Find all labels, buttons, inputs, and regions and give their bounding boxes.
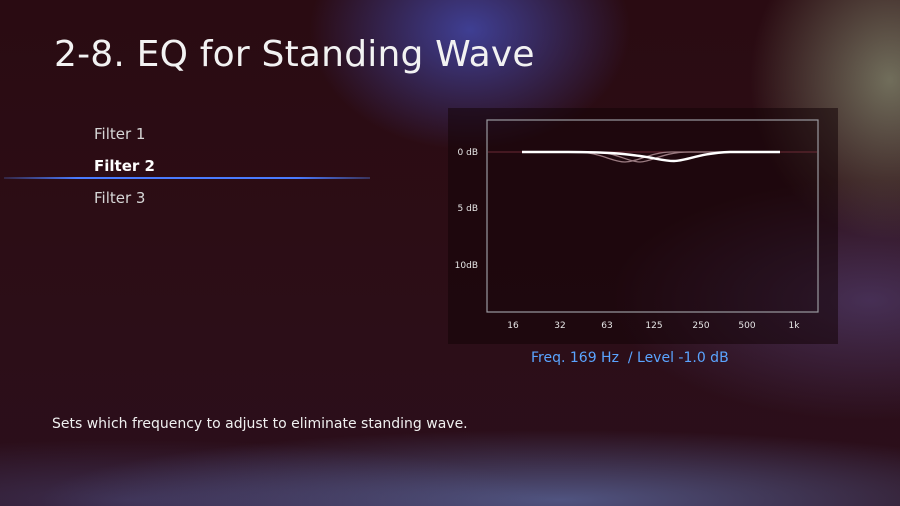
- y-tick-label: 0 dB: [458, 148, 478, 158]
- menu-item-filter-3[interactable]: Filter 3: [0, 182, 380, 214]
- freq-readout: Freq. 169 Hz: [531, 350, 619, 366]
- page-title: 2-8. EQ for Standing Wave: [54, 34, 535, 75]
- graph-frame: [486, 119, 819, 313]
- menu-item-label: Filter 3: [94, 189, 146, 207]
- y-tick-label: 5 dB: [458, 204, 478, 214]
- selection-highlight-line: [4, 177, 370, 179]
- x-tick-label: 500: [738, 321, 755, 331]
- x-tick-label: 63: [601, 321, 612, 331]
- x-tick-label: 250: [692, 321, 709, 331]
- level-readout: / Level -1.0 dB: [627, 350, 729, 366]
- menu-item-label: Filter 1: [94, 125, 146, 143]
- x-tick-label: 32: [554, 321, 565, 331]
- eq-graph-panel: [448, 108, 838, 344]
- x-tick-label: 1k: [789, 321, 801, 331]
- menu-item-filter-1[interactable]: Filter 1: [0, 118, 380, 150]
- filter-2-curve: [522, 150, 780, 163]
- y-tick-label: 10dB: [455, 261, 478, 271]
- x-tick-label: 125: [645, 321, 662, 331]
- x-tick-label: 16: [507, 321, 519, 331]
- freq-level-readout: Freq. 169 Hz / Level -1.0 dB: [531, 350, 729, 366]
- filter-menu: Filter 1 Filter 2 Filter 3: [0, 118, 380, 214]
- menu-item-label: Filter 2: [94, 157, 155, 175]
- description-text: Sets which frequency to adjust to elimin…: [52, 416, 468, 432]
- menu-item-filter-2[interactable]: Filter 2: [0, 150, 380, 182]
